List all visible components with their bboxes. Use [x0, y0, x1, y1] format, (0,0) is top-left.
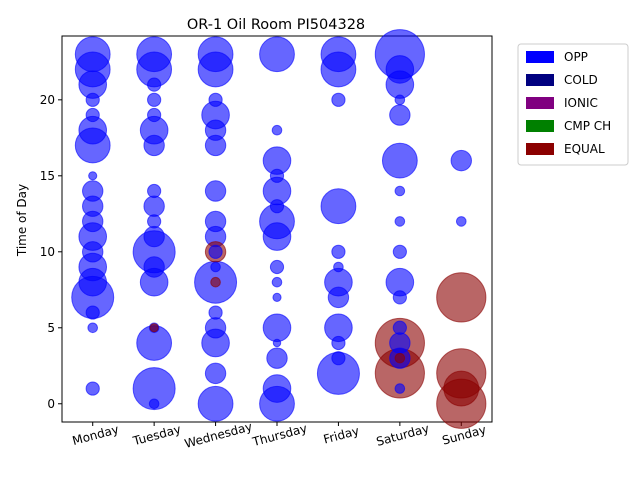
legend-swatch	[526, 143, 554, 155]
data-point	[331, 244, 346, 259]
data-point	[333, 261, 344, 273]
y-tick-label: 10	[40, 245, 55, 259]
data-point	[269, 168, 285, 183]
data-point	[204, 362, 227, 385]
data-point	[331, 351, 346, 366]
legend-swatch	[526, 51, 554, 63]
legend: OPP COLD IONIC CMP CH EQUAL	[517, 43, 629, 166]
data-point	[204, 180, 227, 202]
legend-label: OPP	[564, 50, 588, 64]
data-point	[85, 305, 100, 320]
data-point	[197, 51, 234, 88]
data-point	[210, 261, 221, 273]
data-point	[208, 92, 223, 107]
data-point	[147, 214, 162, 229]
data-point	[87, 322, 99, 334]
y-tick-label: 0	[47, 397, 55, 411]
y-tick-label: 20	[40, 93, 55, 107]
data-point	[271, 124, 283, 136]
data-point	[78, 267, 108, 297]
data-point	[394, 216, 406, 227]
y-tick-label: 15	[40, 169, 55, 183]
data-point	[436, 272, 487, 323]
x-tick-label: Thursday	[250, 421, 309, 449]
data-point	[85, 92, 100, 107]
data-point	[455, 216, 467, 227]
data-point	[381, 142, 418, 179]
data-point	[327, 286, 350, 309]
data-point	[85, 381, 100, 396]
data-point	[204, 317, 227, 339]
data-point	[389, 104, 411, 126]
data-point	[269, 199, 285, 214]
data-point	[392, 290, 407, 305]
legend-label: COLD	[564, 73, 598, 87]
data-point	[272, 338, 282, 348]
data-point	[385, 70, 415, 99]
data-points	[71, 29, 487, 429]
data-point	[82, 210, 104, 233]
data-point	[394, 94, 406, 106]
data-point	[208, 244, 223, 259]
data-point	[88, 171, 98, 181]
data-point	[262, 222, 292, 251]
legend-swatch	[526, 97, 554, 109]
data-point	[320, 188, 357, 225]
data-point	[331, 92, 346, 107]
data-point	[132, 367, 176, 411]
data-point	[210, 276, 221, 288]
data-point	[147, 107, 162, 123]
x-tick-label: Friday	[322, 424, 361, 447]
data-point	[271, 276, 283, 288]
data-point	[272, 292, 282, 302]
data-point	[148, 398, 160, 410]
data-point	[262, 313, 292, 343]
data-point	[394, 352, 406, 364]
data-point	[320, 51, 357, 88]
x-tick-label: Tuesday	[131, 422, 183, 448]
data-point	[394, 185, 406, 197]
data-point	[443, 370, 480, 407]
data-point	[149, 323, 159, 333]
data-point	[259, 36, 295, 73]
x-tick-label: Wednesday	[183, 419, 254, 451]
data-point	[143, 134, 165, 157]
legend-swatch	[526, 74, 554, 86]
data-point	[392, 320, 407, 335]
data-point	[82, 241, 104, 263]
data-point	[143, 225, 165, 248]
data-point	[394, 383, 406, 394]
x-tick-label: Monday	[71, 422, 120, 448]
data-point	[450, 149, 472, 172]
data-point	[143, 195, 165, 217]
data-point	[197, 385, 234, 422]
data-point	[392, 244, 407, 259]
data-point	[147, 183, 162, 199]
data-point	[208, 305, 223, 320]
data-point	[85, 107, 100, 123]
data-point	[143, 256, 165, 278]
data-point	[262, 374, 292, 403]
data-point	[204, 134, 227, 157]
y-axis-label: Time of Day	[15, 184, 29, 257]
data-point	[269, 259, 285, 275]
chart-title: OR-1 Oil Room PI504328	[187, 17, 365, 33]
legend-label: EQUAL	[564, 142, 605, 156]
legend-swatch	[526, 120, 554, 132]
data-point	[147, 77, 162, 92]
legend-label: IONIC	[564, 96, 598, 110]
data-point	[331, 335, 346, 351]
data-point	[147, 92, 162, 107]
data-point	[266, 347, 288, 369]
legend-label: CMP CH	[564, 119, 611, 133]
y-tick-label: 5	[47, 321, 55, 335]
x-tick-label: Saturday	[375, 421, 431, 449]
